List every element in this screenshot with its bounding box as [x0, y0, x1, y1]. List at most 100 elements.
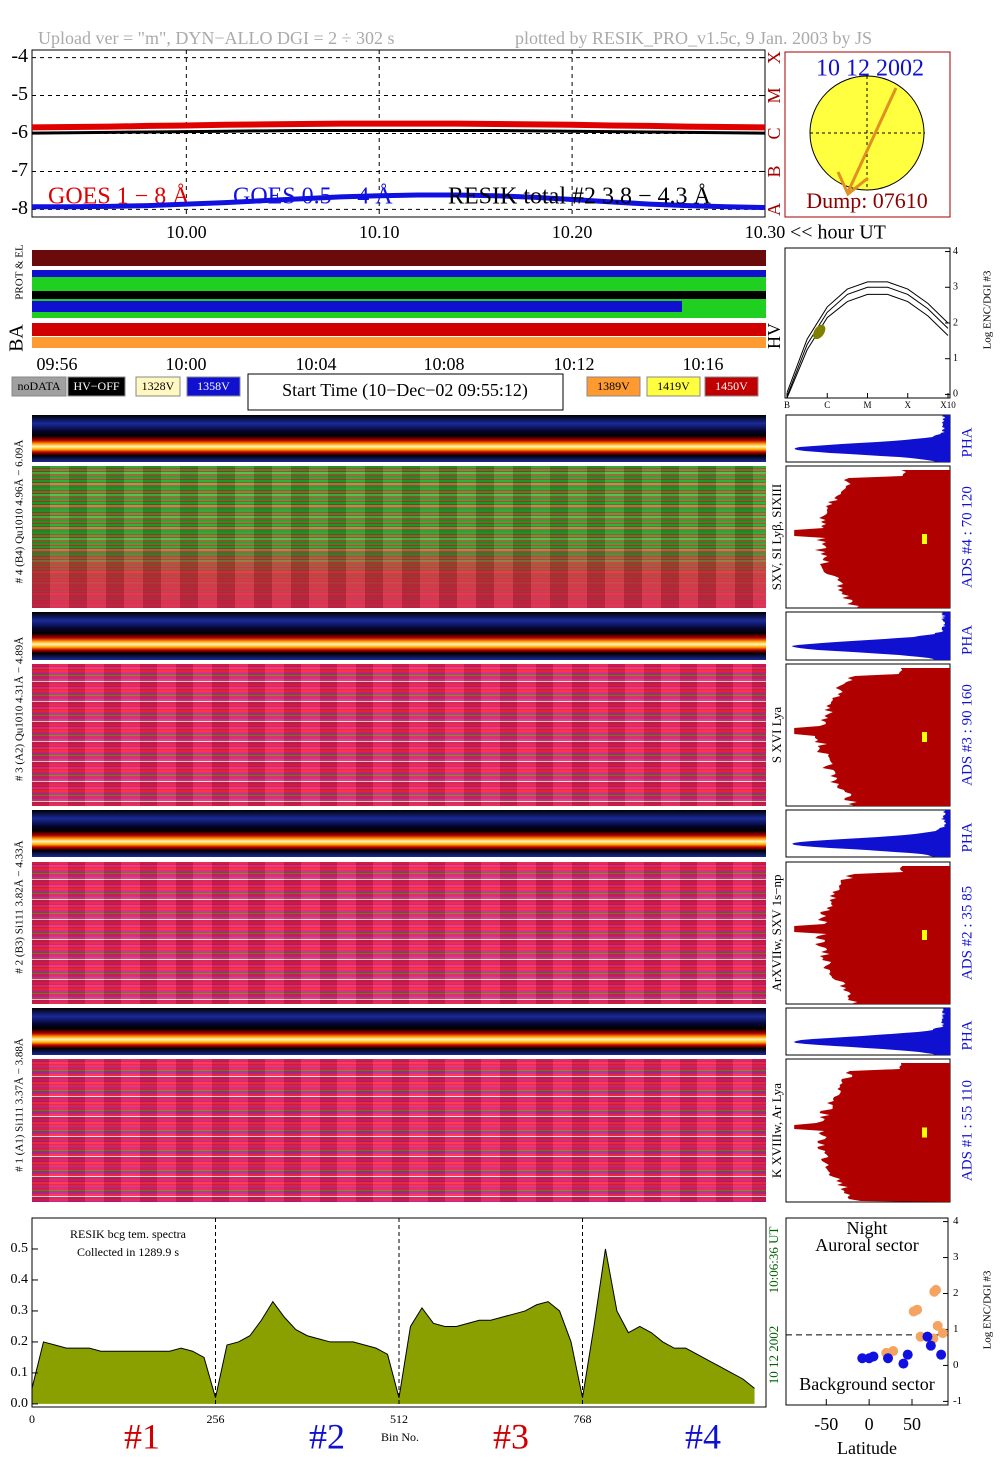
hv-curve	[786, 286, 949, 397]
scatter-point	[857, 1353, 868, 1364]
series-line	[31, 128, 766, 135]
sun-frame	[784, 51, 951, 218]
pha-histogram	[794, 668, 950, 806]
x-tick-label: 256	[207, 1412, 225, 1426]
status-bar	[32, 291, 766, 299]
x-tick-label: 0	[865, 1414, 874, 1434]
status-bar	[32, 323, 766, 336]
class-tick-label: X	[764, 51, 784, 64]
pha-marker	[922, 1127, 927, 1138]
legend-swatch	[704, 376, 759, 397]
class-tick-label: B	[764, 165, 784, 177]
legend-label: HV−OFF	[73, 379, 119, 393]
x-tick-label: -50	[814, 1414, 838, 1434]
legend-label: 1358V	[197, 379, 230, 393]
y-tick-label: 1	[953, 1323, 959, 1335]
scatter-point	[868, 1351, 879, 1362]
legend-label: 1450V	[715, 379, 748, 393]
pha-marker	[922, 930, 927, 940]
time-label: 10:08	[423, 354, 464, 374]
x-tick-label: 10.00	[166, 222, 207, 242]
spectrogram	[32, 1059, 766, 1202]
x-tick-label: X	[904, 400, 911, 410]
y-tick-label: 4	[953, 1215, 959, 1227]
segment-label: #1	[124, 1416, 160, 1456]
y-tick-label: 0	[953, 389, 958, 400]
x-tick-label: M	[863, 400, 871, 410]
scatter-point	[883, 1353, 893, 1364]
scatter-point	[931, 1284, 941, 1295]
series-line	[31, 120, 766, 131]
header-text: Upload ver = "m", DYN−ALLO DGI = 2 ÷ 302…	[38, 28, 394, 48]
legend-swatch	[646, 376, 701, 397]
channel-label: # 2 (B3) Si111 3.82Å − 4.33Å	[14, 840, 26, 973]
status-bar	[32, 250, 766, 266]
status-bar	[32, 270, 766, 277]
x-tick-label: 10.10	[359, 222, 400, 242]
legend-label: GOES 0.5 − 4 Å	[233, 184, 393, 210]
legend-label: 1389V	[597, 379, 630, 393]
y-tick-label: -6	[11, 121, 28, 143]
line-label: S XVI Lya	[769, 707, 784, 764]
inset-date: 10 12 2002	[816, 56, 924, 82]
pha-histogram	[792, 810, 950, 857]
y-tick-label: -8	[11, 197, 28, 219]
side-label: HV	[764, 323, 784, 349]
y-tick-label: -4	[11, 45, 28, 67]
x-tick-label: 512	[390, 1412, 408, 1426]
timestamp: 10:06:36 UT	[766, 1227, 781, 1294]
spectrogram	[32, 664, 766, 806]
pha-label: PHA	[959, 427, 975, 457]
plot-frame	[31, 49, 766, 218]
status-label: BA	[6, 324, 28, 352]
ads-label: ADS #2 : 35 85	[959, 886, 975, 980]
scatter-point	[888, 1346, 899, 1357]
y-tick-label: 0.4	[11, 1272, 29, 1287]
spectrogram-strip	[32, 1008, 766, 1055]
start-time: Start Time (10−Dec−02 09:55:12)	[282, 380, 528, 401]
segment-label: #4	[685, 1416, 721, 1456]
time-label: 10:16	[682, 354, 723, 374]
spectrogram	[32, 466, 766, 608]
pha-histogram	[791, 612, 950, 660]
status-label: PROT & EL	[14, 244, 26, 300]
x-tick-label: X10	[940, 400, 956, 410]
y-tick-label: 0.0	[11, 1396, 29, 1411]
chart-subtitle: Auroral sector	[815, 1235, 918, 1255]
y-tick-label: 3	[953, 282, 958, 293]
scatter-point	[922, 1331, 933, 1342]
y-tick-label: 0	[953, 1359, 959, 1371]
spectrum-line	[31, 1248, 755, 1398]
scatter-point	[915, 1331, 926, 1342]
inset-dump: Dump: 07610	[806, 188, 928, 213]
scatter-point	[898, 1358, 909, 1369]
x-tick-label: 50	[903, 1414, 921, 1434]
hv-curve	[786, 281, 949, 393]
x-axis-label: Bin No.	[381, 1430, 419, 1444]
spectrogram-strip	[32, 612, 766, 660]
start-time-box	[247, 373, 564, 411]
pha-histogram	[794, 470, 950, 608]
class-tick-label: M	[764, 88, 784, 104]
plot-frame	[31, 1217, 767, 1408]
ads-label: ADS #1 : 55 110	[959, 1080, 975, 1181]
legend-label: 1328V	[142, 379, 175, 393]
orbit-arrow-head	[836, 171, 869, 197]
pha-histogram	[794, 1063, 950, 1202]
spectrogram	[32, 862, 766, 1004]
chart-title: RESIK bcg tem. spectra	[70, 1227, 187, 1241]
x-tick-label: 10.30	[745, 222, 786, 242]
legend-swatch	[135, 376, 181, 397]
scatter-point	[925, 1340, 936, 1351]
annotation: Background sector	[799, 1374, 934, 1394]
pha-histogram	[794, 415, 950, 462]
series-line	[32, 192, 766, 211]
y-tick-label: 0.5	[11, 1241, 29, 1256]
pha-label: PHA	[959, 625, 975, 655]
x-tick-label: 768	[574, 1412, 592, 1426]
chart-subtitle: Collected in 1289.9 s	[77, 1245, 179, 1259]
channel-label: # 3 (A2) Qu1010 4.31Å − 4.89Å	[14, 637, 26, 781]
y-tick-label: 0.3	[11, 1303, 29, 1318]
y-tick-label: -5	[11, 83, 28, 105]
